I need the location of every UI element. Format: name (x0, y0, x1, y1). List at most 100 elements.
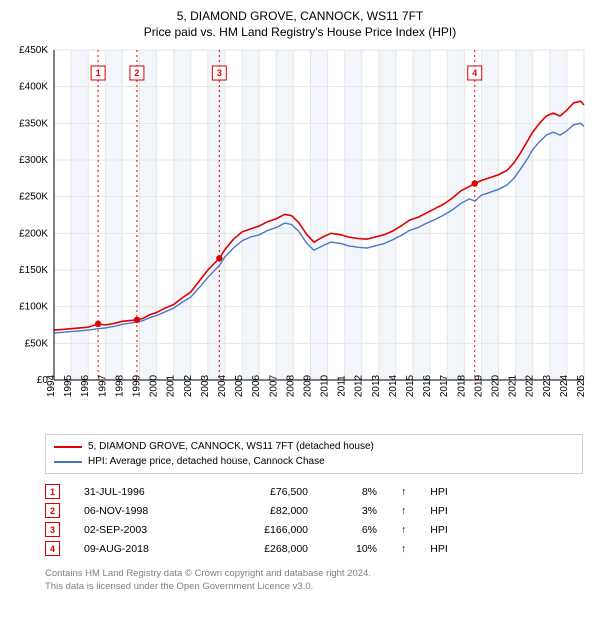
page: 5, DIAMOND GROVE, CANNOCK, WS11 7FT Pric… (0, 0, 600, 620)
legend-label-1: HPI: Average price, detached house, Cann… (88, 454, 325, 469)
sale-row-date: 02-SEP-2003 (84, 524, 194, 536)
x-tick-label: 2015 (405, 375, 416, 398)
chart-svg: £0£50K£100K£150K£200K£250K£300K£350K£400… (10, 46, 590, 426)
chart: £0£50K£100K£150K£200K£250K£300K£350K£400… (10, 46, 590, 426)
sale-row-vs: HPI (430, 543, 475, 555)
title-line1: 5, DIAMOND GROVE, CANNOCK, WS11 7FT (10, 8, 590, 24)
year-band (139, 50, 156, 380)
x-tick-label: 2009 (302, 375, 313, 398)
x-tick-label: 2020 (491, 375, 502, 398)
footnote-line1: Contains HM Land Registry data © Crown c… (45, 568, 565, 581)
legend: 5, DIAMOND GROVE, CANNOCK, WS11 7FT (det… (45, 434, 583, 474)
x-tick-label: 2004 (217, 375, 228, 398)
sale-row-marker: 1 (45, 484, 60, 499)
x-tick-label: 1996 (80, 375, 91, 398)
x-tick-label: 2025 (576, 375, 587, 398)
x-tick-label: 2006 (251, 375, 262, 398)
arrow-up-icon: ↑ (401, 505, 406, 517)
x-tick-label: 2018 (456, 375, 467, 398)
arrow-up-icon: ↑ (401, 486, 406, 498)
y-tick-label: £100K (19, 302, 48, 313)
x-tick-label: 2014 (388, 375, 399, 398)
legend-label-0: 5, DIAMOND GROVE, CANNOCK, WS11 7FT (det… (88, 439, 374, 454)
x-tick-label: 2011 (337, 375, 348, 397)
x-tick-label: 2021 (508, 375, 519, 398)
sale-marker-number: 4 (472, 68, 477, 78)
x-tick-label: 2003 (200, 375, 211, 398)
sale-marker-number: 1 (96, 68, 101, 78)
sale-row-vs: HPI (430, 524, 475, 536)
x-tick-label: 2001 (166, 375, 177, 398)
legend-swatch-1 (54, 461, 82, 463)
sale-dot (95, 321, 101, 327)
sale-row-vs: HPI (430, 505, 475, 517)
sale-row-pct: 8% (332, 486, 377, 498)
y-tick-label: £400K (19, 82, 48, 93)
sale-row-vs: HPI (430, 486, 475, 498)
sale-row-marker: 4 (45, 541, 60, 556)
year-band (447, 50, 464, 380)
sales-table: 131-JUL-1996£76,5008%↑HPI206-NOV-1998£82… (45, 484, 565, 556)
footnote: Contains HM Land Registry data © Crown c… (45, 568, 565, 594)
y-tick-label: £200K (19, 229, 48, 240)
year-band (242, 50, 259, 380)
sale-row: 131-JUL-1996£76,5008%↑HPI (45, 484, 565, 499)
x-tick-label: 2013 (371, 375, 382, 398)
year-band (310, 50, 327, 380)
x-tick-label: 2007 (268, 375, 279, 398)
x-tick-label: 2022 (525, 375, 536, 398)
x-tick-label: 2010 (320, 375, 331, 398)
x-tick-label: 1995 (63, 375, 74, 398)
footnote-line2: This data is licensed under the Open Gov… (45, 581, 565, 594)
x-tick-label: 1994 (46, 375, 57, 398)
x-tick-label: 2016 (422, 375, 433, 398)
x-tick-label: 2008 (285, 375, 296, 398)
year-band (516, 50, 533, 380)
sale-dot (216, 255, 222, 261)
year-band (481, 50, 498, 380)
year-band (550, 50, 567, 380)
sale-row-price: £268,000 (218, 543, 308, 555)
sale-row-date: 09-AUG-2018 (84, 543, 194, 555)
y-tick-label: £150K (19, 265, 48, 276)
legend-row: 5, DIAMOND GROVE, CANNOCK, WS11 7FT (det… (54, 439, 574, 454)
sale-row-pct: 3% (332, 505, 377, 517)
sale-row-price: £82,000 (218, 505, 308, 517)
legend-swatch-0 (54, 446, 82, 448)
sale-row-date: 06-NOV-1998 (84, 505, 194, 517)
x-tick-label: 2023 (542, 375, 553, 398)
x-tick-label: 2019 (473, 375, 484, 398)
x-tick-label: 2017 (439, 375, 450, 398)
year-band (174, 50, 191, 380)
sale-row-price: £166,000 (218, 524, 308, 536)
x-tick-label: 2005 (234, 375, 245, 398)
legend-row: HPI: Average price, detached house, Cann… (54, 454, 574, 469)
titles: 5, DIAMOND GROVE, CANNOCK, WS11 7FT Pric… (10, 8, 590, 40)
arrow-up-icon: ↑ (401, 524, 406, 536)
sale-row: 4 09-AUG-2018 £268,000 10% ↑ HPI (45, 541, 565, 556)
sale-row-date: 31-JUL-1996 (84, 486, 194, 498)
sale-row-pct: 6% (332, 524, 377, 536)
y-tick-label: £350K (19, 119, 48, 130)
y-tick-label: £250K (19, 192, 48, 203)
y-tick-label: £300K (19, 155, 48, 166)
sale-marker-number: 2 (134, 68, 139, 78)
y-tick-label: £450K (19, 46, 48, 56)
x-tick-label: 2000 (149, 375, 160, 398)
sale-row-marker: 3 (45, 522, 60, 537)
x-tick-label: 2012 (354, 375, 365, 398)
year-band (208, 50, 225, 380)
x-tick-label: 1999 (131, 375, 142, 398)
sale-dot (472, 181, 478, 187)
x-tick-label: 2024 (559, 375, 570, 398)
year-band (379, 50, 396, 380)
x-tick-label: 1998 (114, 375, 125, 398)
sale-row-pct: 10% (332, 543, 377, 555)
sale-dot (134, 317, 140, 323)
sale-row: 2 06-NOV-1998 £82,000 3% ↑ HPI (45, 503, 565, 518)
sale-row-marker: 2 (45, 503, 60, 518)
title-line2: Price paid vs. HM Land Registry's House … (10, 24, 590, 40)
x-tick-label: 2002 (183, 375, 194, 398)
x-tick-label: 1997 (97, 375, 108, 398)
arrow-up-icon: ↑ (401, 543, 406, 555)
